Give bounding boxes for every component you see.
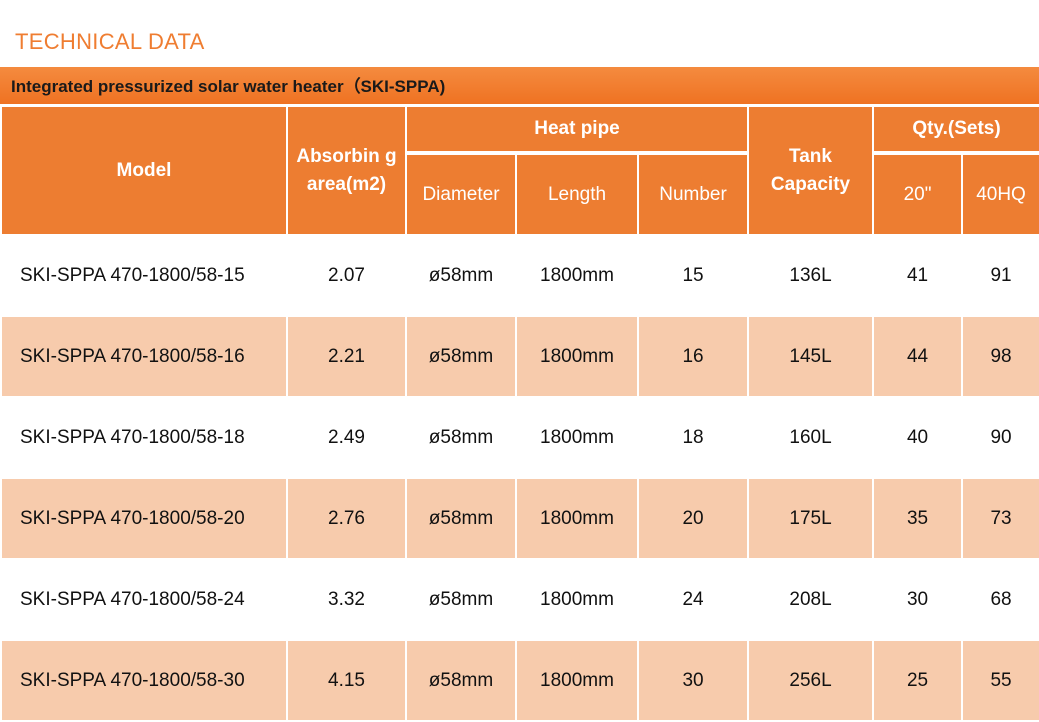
cell-tank-capacity: 256L <box>747 639 875 722</box>
cell-absorbing-area: 2.76 <box>286 477 407 560</box>
cell-number: 18 <box>636 396 750 479</box>
cell-absorbing-area: 3.32 <box>286 558 407 641</box>
cell-length: 1800mm <box>515 315 639 398</box>
table-row: SKI-SPPA 470-1800/58-24 3.32 ø58mm 1800mm 24… <box>0 558 1039 641</box>
cell-number: 20 <box>636 477 750 560</box>
col-header-diameter: Diameter <box>405 151 517 236</box>
cell-absorbing-area: 2.07 <box>286 234 407 317</box>
col-header-length: Length <box>515 151 639 236</box>
col-header-tank-capacity: Tank Capacity <box>747 105 875 236</box>
table-row: SKI-SPPA 470-1800/58-18 2.49 ø58mm 1800mm 18… <box>0 396 1039 479</box>
cell-absorbing-area: 4.15 <box>286 639 407 722</box>
cell-model: SKI-SPPA 470-1800/58-20 <box>0 477 288 560</box>
table-body: SKI-SPPA 470-1800/58-15 2.07 ø58mm 1800mm 15… <box>0 234 1039 722</box>
col-header-absorbing-area: Absorbin g area(m2) <box>286 105 407 236</box>
page-heading: TECHNICAL DATA <box>15 29 205 54</box>
technical-data-table: Model Absorbin g area(m2) Heat pipe Tank… <box>0 105 1039 722</box>
cell-model: SKI-SPPA 470-1800/58-30 <box>0 639 288 722</box>
cell-qty-40hq: 68 <box>961 558 1039 641</box>
cell-length: 1800mm <box>515 396 639 479</box>
table-row: SKI-SPPA 470-1800/58-30 4.15 ø58mm 1800mm 30… <box>0 639 1039 722</box>
cell-diameter: ø58mm <box>405 477 517 560</box>
table-row: SKI-SPPA 470-1800/58-16 2.21 ø58mm 1800mm 16… <box>0 315 1039 398</box>
cell-model: SKI-SPPA 470-1800/58-18 <box>0 396 288 479</box>
cell-number: 16 <box>636 315 750 398</box>
cell-diameter: ø58mm <box>405 315 517 398</box>
cell-length: 1800mm <box>515 234 639 317</box>
cell-qty-40hq: 73 <box>961 477 1039 560</box>
table-row: SKI-SPPA 470-1800/58-15 2.07 ø58mm 1800mm 15… <box>0 234 1039 317</box>
cell-diameter: ø58mm <box>405 396 517 479</box>
cell-model: SKI-SPPA 470-1800/58-15 <box>0 234 288 317</box>
cell-qty-20: 44 <box>872 315 964 398</box>
cell-tank-capacity: 136L <box>747 234 875 317</box>
cell-length: 1800mm <box>515 477 639 560</box>
cell-absorbing-area: 2.49 <box>286 396 407 479</box>
cell-diameter: ø58mm <box>405 234 517 317</box>
col-header-model: Model <box>0 105 288 236</box>
col-header-qty: Qty.(Sets) <box>872 105 1039 154</box>
cell-tank-capacity: 208L <box>747 558 875 641</box>
cell-number: 30 <box>636 639 750 722</box>
cell-length: 1800mm <box>515 558 639 641</box>
cell-qty-20: 25 <box>872 639 964 722</box>
table-row: SKI-SPPA 470-1800/58-20 2.76 ø58mm 1800mm 20… <box>0 477 1039 560</box>
cell-tank-capacity: 160L <box>747 396 875 479</box>
cell-tank-capacity: 145L <box>747 315 875 398</box>
cell-length: 1800mm <box>515 639 639 722</box>
cell-qty-40hq: 91 <box>961 234 1039 317</box>
cell-absorbing-area: 2.21 <box>286 315 407 398</box>
cell-number: 24 <box>636 558 750 641</box>
cell-qty-40hq: 90 <box>961 396 1039 479</box>
col-header-heat-pipe: Heat pipe <box>404 105 750 154</box>
cell-diameter: ø58mm <box>405 558 517 641</box>
col-header-qty-40hq: 40HQ <box>961 151 1039 236</box>
cell-model: SKI-SPPA 470-1800/58-24 <box>0 558 288 641</box>
cell-number: 15 <box>636 234 750 317</box>
cell-qty-20: 40 <box>872 396 964 479</box>
col-header-qty-20: 20" <box>872 151 964 236</box>
cell-qty-20: 41 <box>872 234 964 317</box>
col-header-number: Number <box>636 151 750 236</box>
cell-model: SKI-SPPA 470-1800/58-16 <box>0 315 288 398</box>
cell-tank-capacity: 175L <box>747 477 875 560</box>
cell-qty-20: 35 <box>872 477 964 560</box>
table-title: Integrated pressurized solar water heate… <box>0 67 1039 104</box>
cell-diameter: ø58mm <box>405 639 517 722</box>
cell-qty-20: 30 <box>872 558 964 641</box>
cell-qty-40hq: 98 <box>961 315 1039 398</box>
cell-qty-40hq: 55 <box>961 639 1039 722</box>
